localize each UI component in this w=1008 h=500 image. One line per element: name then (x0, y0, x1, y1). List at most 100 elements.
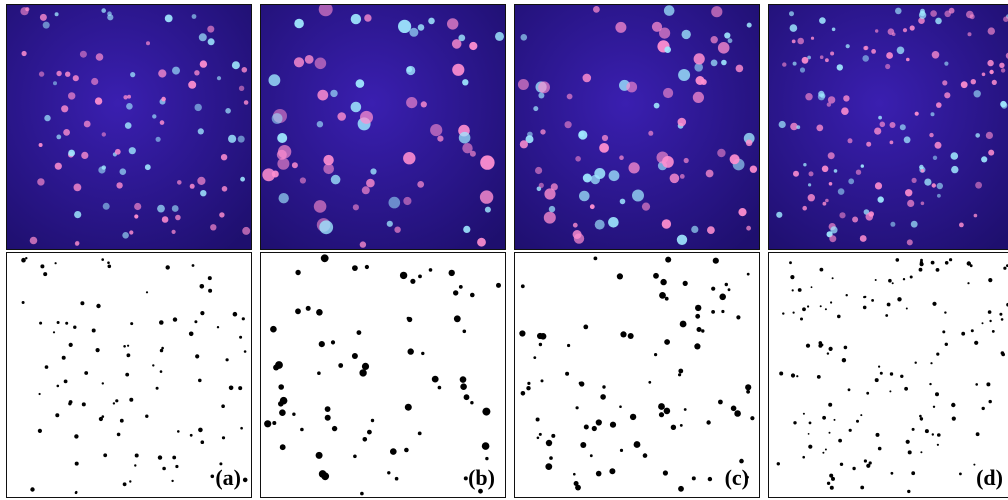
binary-spot (828, 431, 831, 434)
binary-spot (959, 472, 962, 476)
binary-spot (417, 431, 422, 436)
binary-spot (44, 365, 49, 369)
fluorescent-spot (590, 174, 600, 185)
binary-spot (278, 384, 284, 390)
binary-spot (125, 372, 130, 377)
binary-spot (107, 261, 110, 264)
fluorescent-spot (323, 163, 334, 175)
binary-spot (856, 419, 859, 423)
fluorescent-spot (664, 46, 671, 53)
binary-spot (919, 262, 924, 267)
fluorescent-spot (663, 87, 674, 99)
fluorescent-spot (827, 152, 835, 160)
binary-spot (526, 386, 531, 391)
fluorescent-spot (54, 12, 59, 17)
binary-spot (969, 264, 973, 268)
binary-spot (822, 415, 826, 420)
fluorescent-spot (874, 127, 882, 135)
binary-spot (839, 462, 844, 466)
binary-spot (678, 485, 684, 492)
fluorescent-spot (792, 61, 797, 66)
binary-spot (951, 402, 956, 408)
fluorescent-spot (216, 76, 222, 81)
fluorescent-spot (911, 177, 917, 183)
fluorescent-spot (959, 222, 964, 228)
fluorescent-spot (905, 189, 913, 197)
binary-spot (103, 453, 108, 458)
panel-label-d: (d) (976, 465, 1003, 490)
binary-spot (583, 424, 589, 430)
fluorescent-spot (822, 201, 827, 206)
binary-spot (232, 311, 238, 317)
fluorescent-spot (479, 190, 494, 204)
binary-spot (719, 293, 726, 301)
fluorescent-spot (197, 176, 206, 185)
fluorescent-spot (463, 225, 471, 233)
fluorescent-spot (68, 92, 76, 100)
binary-spot (736, 315, 741, 320)
binary-spot (800, 317, 803, 321)
fluorescent-spot (128, 147, 136, 155)
fluorescent-spot (451, 39, 462, 49)
fluorescent-spot (839, 212, 846, 219)
binary-spot (122, 482, 127, 487)
binary-spot (470, 401, 474, 405)
binary-spot (878, 365, 881, 368)
fluorescent-spot (944, 92, 951, 99)
fluorescent-spot (819, 55, 824, 59)
binary-spot (101, 415, 105, 418)
fluorescent-spot (525, 135, 534, 144)
binary-spot (816, 375, 821, 379)
fluorescent-spot (960, 81, 968, 89)
binary-spot (30, 487, 35, 492)
fluorescent-spot (776, 211, 783, 218)
binary-spot (527, 381, 531, 385)
binary-spot (56, 321, 60, 324)
binary-spot (152, 364, 155, 367)
binary-spot (802, 307, 806, 312)
fluorescent-spot (803, 163, 807, 167)
fluorescent-spot (999, 62, 1005, 68)
binary-spot (711, 310, 715, 314)
fluorescent-spot (119, 168, 127, 175)
fluorescent-spot (874, 182, 883, 190)
binary-spot (191, 264, 195, 267)
fluorescent-spot (519, 140, 528, 149)
binary-spot (129, 480, 132, 483)
binary-spot (966, 261, 971, 266)
binary-spot (549, 456, 553, 460)
binary-spot (619, 448, 624, 452)
panel-b: (b) (260, 4, 506, 498)
fluorescent-spot (458, 34, 466, 42)
fluorescent-spot (430, 124, 443, 137)
binary-spot (578, 381, 582, 385)
fluorescent-spot (641, 202, 651, 211)
fluorescent-spot (314, 57, 327, 70)
binary-spot (843, 345, 848, 350)
fluorescent-spot (107, 14, 114, 21)
binary-spot (410, 278, 416, 284)
binary-spot (305, 305, 311, 311)
binary-spot (407, 348, 414, 355)
fluorescent-spot (101, 165, 107, 170)
binary-spot (116, 432, 121, 437)
fluorescent-spot (989, 69, 994, 75)
fluorescent-spot (538, 92, 545, 99)
fluorescent-spot (299, 177, 306, 184)
binary-spot (824, 448, 827, 451)
fluorescent-spot (724, 32, 731, 39)
binary-spot (609, 468, 616, 475)
fluorescent-spot (420, 101, 427, 108)
fluorescent-spot (417, 24, 425, 31)
fluorescent-spot (791, 39, 796, 44)
fluorescent-spot (619, 198, 626, 205)
fluorescent-spot (626, 81, 638, 93)
fluorescent-spot (705, 169, 714, 178)
binary-spot (225, 358, 229, 362)
fluorescent-spot (930, 10, 937, 17)
binary-spot (845, 294, 848, 297)
fluorescent-spot (789, 11, 794, 17)
binary-spot (653, 272, 659, 279)
fluorescent-spot (38, 71, 45, 77)
